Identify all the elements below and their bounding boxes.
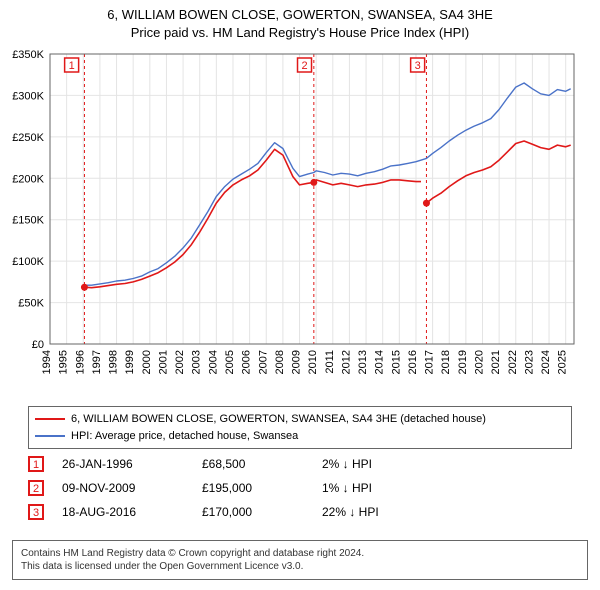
- svg-text:2006: 2006: [241, 350, 253, 374]
- svg-text:1998: 1998: [108, 350, 120, 374]
- event-delta-3: 22% ↓ HPI: [322, 505, 472, 519]
- event-row-1: 1 26-JAN-1996 £68,500 2% ↓ HPI: [28, 452, 572, 476]
- svg-text:2000: 2000: [141, 350, 153, 374]
- svg-text:2005: 2005: [224, 350, 236, 374]
- line-chart: £0 £50K £100K £150K £200K £250K £300K £350K 1994…: [0, 48, 600, 396]
- svg-text:2010: 2010: [307, 350, 319, 374]
- legend-item-property: 6, WILLIAM BOWEN CLOSE, GOWERTON, SWANSE…: [35, 411, 565, 428]
- svg-text:2019: 2019: [457, 350, 469, 374]
- legend-item-hpi: HPI: Average price, detached house, Swan…: [35, 428, 565, 445]
- legend-label-property: 6, WILLIAM BOWEN CLOSE, GOWERTON, SWANSE…: [71, 411, 486, 428]
- svg-text:2021: 2021: [490, 350, 502, 374]
- svg-text:2022: 2022: [507, 350, 519, 374]
- svg-text:£0: £0: [32, 339, 44, 351]
- legend-swatch-property: [35, 418, 65, 420]
- legend-label-hpi: HPI: Average price, detached house, Swan…: [71, 428, 298, 445]
- svg-text:£200K: £200K: [12, 173, 44, 185]
- svg-text:£250K: £250K: [12, 132, 44, 144]
- footer-line2: This data is licensed under the Open Gov…: [21, 560, 579, 573]
- svg-text:2008: 2008: [274, 350, 286, 374]
- legend-box: 6, WILLIAM BOWEN CLOSE, GOWERTON, SWANSE…: [28, 406, 572, 449]
- svg-text:2017: 2017: [424, 350, 436, 374]
- footer-line1: Contains HM Land Registry data © Crown c…: [21, 547, 579, 560]
- chart-area: £0 £50K £100K £150K £200K £250K £300K £350K 1994…: [0, 48, 600, 396]
- svg-text:2023: 2023: [523, 350, 535, 374]
- chart-title: 6, WILLIAM BOWEN CLOSE, GOWERTON, SWANSE…: [0, 0, 600, 41]
- event-date-3: 18-AUG-2016: [62, 505, 202, 519]
- event-price-1: £68,500: [202, 457, 322, 471]
- svg-text:2024: 2024: [540, 350, 552, 374]
- svg-text:2011: 2011: [324, 350, 336, 374]
- title-line1: 6, WILLIAM BOWEN CLOSE, GOWERTON, SWANSE…: [0, 6, 600, 24]
- svg-text:1: 1: [69, 60, 75, 72]
- event-marker-3: 3: [28, 504, 44, 520]
- event-price-3: £170,000: [202, 505, 322, 519]
- svg-text:2018: 2018: [440, 350, 452, 374]
- svg-text:2012: 2012: [340, 350, 352, 374]
- svg-text:1997: 1997: [91, 350, 103, 374]
- svg-text:£100K: £100K: [12, 256, 44, 268]
- svg-text:1996: 1996: [74, 350, 86, 374]
- svg-text:£150K: £150K: [12, 215, 44, 227]
- svg-text:2020: 2020: [474, 350, 486, 374]
- event-marker-1: 1: [28, 456, 44, 472]
- svg-text:1995: 1995: [58, 350, 70, 374]
- event-row-2: 2 09-NOV-2009 £195,000 1% ↓ HPI: [28, 476, 572, 500]
- attribution-box: Contains HM Land Registry data © Crown c…: [12, 540, 588, 580]
- event-price-2: £195,000: [202, 481, 322, 495]
- legend-swatch-hpi: [35, 435, 65, 437]
- event-marker-2: 2: [28, 480, 44, 496]
- svg-text:2001: 2001: [157, 350, 169, 374]
- svg-text:1994: 1994: [41, 350, 53, 374]
- svg-text:2015: 2015: [390, 350, 402, 374]
- svg-text:2016: 2016: [407, 350, 419, 374]
- svg-text:2025: 2025: [557, 350, 569, 374]
- svg-text:£50K: £50K: [18, 298, 44, 310]
- event-delta-1: 2% ↓ HPI: [322, 457, 472, 471]
- svg-text:£350K: £350K: [12, 49, 44, 61]
- svg-text:2003: 2003: [191, 350, 203, 374]
- svg-text:3: 3: [415, 60, 421, 72]
- event-date-1: 26-JAN-1996: [62, 457, 202, 471]
- svg-text:1999: 1999: [124, 350, 136, 374]
- event-date-2: 09-NOV-2009: [62, 481, 202, 495]
- svg-text:2013: 2013: [357, 350, 369, 374]
- svg-text:2007: 2007: [257, 350, 269, 374]
- svg-text:2002: 2002: [174, 350, 186, 374]
- svg-text:2004: 2004: [207, 350, 219, 374]
- svg-text:2: 2: [301, 60, 307, 72]
- event-delta-2: 1% ↓ HPI: [322, 481, 472, 495]
- event-row-3: 3 18-AUG-2016 £170,000 22% ↓ HPI: [28, 500, 572, 524]
- svg-text:£300K: £300K: [12, 90, 44, 102]
- events-table: 1 26-JAN-1996 £68,500 2% ↓ HPI 2 09-NOV-…: [28, 452, 572, 524]
- svg-text:2014: 2014: [374, 350, 386, 374]
- title-line2: Price paid vs. HM Land Registry's House …: [0, 24, 600, 42]
- svg-text:2009: 2009: [291, 350, 303, 374]
